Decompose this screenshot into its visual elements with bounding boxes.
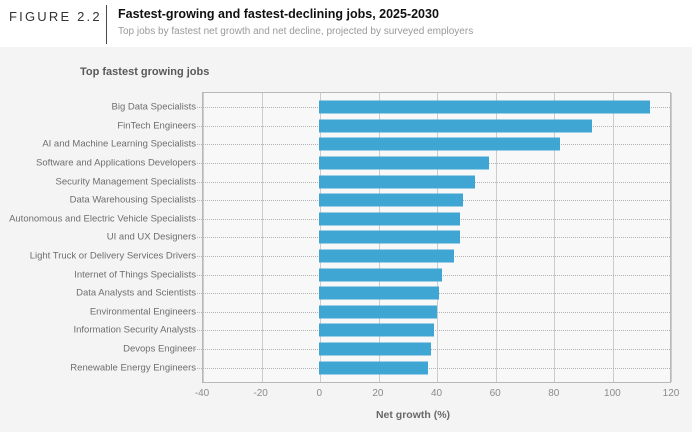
bar <box>319 156 490 170</box>
category-label: Data Warehousing Specialists <box>69 194 196 206</box>
figure-header: FIGURE 2.2 Fastest-growing and fastest-d… <box>0 0 692 47</box>
bar-row: Renewable Energy Engineers <box>0 358 671 377</box>
gridline <box>671 93 672 382</box>
category-label: Light Truck or Delivery Services Drivers <box>29 250 196 262</box>
bar <box>319 286 440 300</box>
bar-row: Autonomous and Electric Vehicle Speciali… <box>0 210 671 229</box>
bar <box>319 361 428 375</box>
bar <box>319 323 434 337</box>
bar <box>319 305 437 319</box>
header-divider <box>106 5 107 44</box>
bar-row: Software and Applications Developers <box>0 154 671 173</box>
category-label: Autonomous and Electric Vehicle Speciali… <box>9 213 196 225</box>
bar-row: Information Security Analysts <box>0 321 671 340</box>
bar <box>319 342 431 356</box>
bar <box>319 249 455 263</box>
category-label: Software and Applications Developers <box>35 157 196 169</box>
bar <box>319 175 475 189</box>
bar <box>319 100 651 114</box>
bar <box>319 119 592 133</box>
x-tick-label: 80 <box>548 388 560 399</box>
x-tick-label: -20 <box>253 388 268 399</box>
bar-row: Light Truck or Delivery Services Drivers <box>0 247 671 266</box>
category-label: FinTech Engineers <box>117 120 196 132</box>
bar <box>319 212 460 226</box>
x-tick-label: 0 <box>316 388 323 399</box>
category-label: Data Analysts and Scientists <box>76 287 196 299</box>
category-label: Big Data Specialists <box>111 101 196 113</box>
figure-title: Fastest-growing and fastest-declining jo… <box>118 7 439 21</box>
x-tick-label: 20 <box>372 388 384 399</box>
x-tick-label: 60 <box>489 388 501 399</box>
bar <box>319 193 463 207</box>
bar-row: AI and Machine Learning Specialists <box>0 135 671 154</box>
category-label: Devops Engineer <box>123 343 196 355</box>
bar-row: Internet of Things Specialists <box>0 265 671 284</box>
bar <box>319 137 560 151</box>
bar-row: Security Management Specialists <box>0 172 671 191</box>
category-label: AI and Machine Learning Specialists <box>42 138 196 150</box>
bar-row: UI and UX Designers <box>0 228 671 247</box>
bar-row: FinTech Engineers <box>0 117 671 136</box>
x-tick-label: 100 <box>604 388 621 399</box>
category-label: Security Management Specialists <box>55 176 196 188</box>
x-tick-label: 40 <box>430 388 443 399</box>
chart-panel: Top fastest growing jobs Big Data Specia… <box>0 47 692 432</box>
leader-dotted-line <box>195 367 670 369</box>
x-tick-label: -40 <box>194 388 210 399</box>
bar-row: Big Data Specialists <box>0 98 671 117</box>
bar-row: Devops Engineer <box>0 340 671 359</box>
category-label: Renewable Energy Engineers <box>70 362 196 374</box>
section-label: Top fastest growing jobs <box>80 66 210 78</box>
bar-row: Environmental Engineers <box>0 303 671 322</box>
category-label: UI and UX Designers <box>106 231 196 243</box>
bar-rows: Big Data Specialists FinTech Engineers AI … <box>0 92 671 383</box>
x-tick-label: 120 <box>662 388 680 399</box>
bar <box>319 268 443 282</box>
category-label: Information Security Analysts <box>73 324 197 336</box>
figure-number-label: FIGURE 2.2 <box>9 9 102 24</box>
category-label: Environmental Engineers <box>89 306 196 318</box>
x-axis-title: Net growth (%) <box>375 409 451 421</box>
figure-subtitle: Top jobs by fastest net growth and net d… <box>118 26 474 37</box>
leader-dotted-line <box>195 349 670 351</box>
bar-row: Data Analysts and Scientists <box>0 284 671 303</box>
bar <box>319 230 460 244</box>
bar-row: Data Warehousing Specialists <box>0 191 671 210</box>
category-label: Internet of Things Specialists <box>74 269 196 281</box>
